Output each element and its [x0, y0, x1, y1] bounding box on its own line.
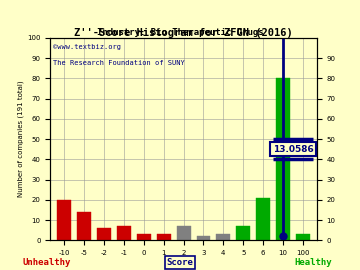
Bar — [117, 226, 131, 240]
Bar — [137, 234, 151, 240]
Bar — [57, 200, 71, 240]
Bar — [97, 228, 111, 240]
Text: Unhealthy: Unhealthy — [23, 258, 71, 267]
Text: The Research Foundation of SUNY: The Research Foundation of SUNY — [53, 60, 185, 66]
Text: ©www.textbiz.org: ©www.textbiz.org — [53, 44, 121, 50]
Bar — [157, 234, 171, 240]
Text: Industry: Bio Therapeutic Drugs: Industry: Bio Therapeutic Drugs — [97, 28, 263, 37]
Text: 13.0586: 13.0586 — [273, 145, 313, 154]
Bar — [197, 236, 211, 240]
Bar — [77, 212, 91, 240]
Bar — [276, 78, 290, 240]
Y-axis label: Number of companies (191 total): Number of companies (191 total) — [18, 81, 24, 197]
Text: Score: Score — [167, 258, 193, 267]
Bar — [216, 234, 230, 240]
Title: Z''-Score Histogram for ZFGN (2016): Z''-Score Histogram for ZFGN (2016) — [74, 28, 293, 38]
Bar — [296, 234, 310, 240]
Bar — [177, 226, 190, 240]
Bar — [236, 226, 250, 240]
Bar — [256, 198, 270, 240]
Text: Healthy: Healthy — [294, 258, 332, 267]
